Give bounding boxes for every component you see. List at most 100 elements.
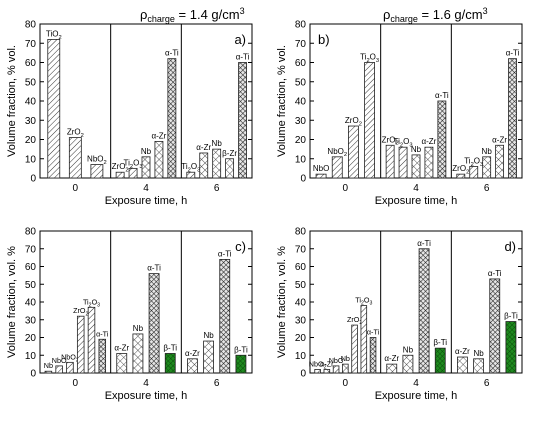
y-tick-label: 50 xyxy=(295,280,307,291)
bar xyxy=(203,340,214,374)
y-tick-label: 30 xyxy=(25,315,37,326)
y-tick-label: 20 xyxy=(295,135,307,146)
y-tick-label: 10 xyxy=(25,154,37,165)
bar-label: α-Zr xyxy=(196,143,211,152)
bar-label: Ti2O3 xyxy=(394,137,413,148)
y-tick-label: 30 xyxy=(295,116,307,127)
bar-label: α-Zr xyxy=(320,359,334,368)
bar xyxy=(385,144,395,179)
bar-label: Nb xyxy=(403,345,414,354)
bar xyxy=(434,347,446,374)
bar-label: NbO2 xyxy=(87,155,107,166)
bar-label: α-Ti xyxy=(96,329,109,338)
y-tick-label: 40 xyxy=(25,298,37,309)
bar xyxy=(132,333,144,374)
bar xyxy=(398,146,408,179)
bar-label: α-Zr xyxy=(455,347,470,356)
bar xyxy=(116,353,128,374)
y-tick-label: 40 xyxy=(295,298,307,309)
y-axis-title: Volume fraction, % vol. xyxy=(276,45,288,157)
y-tick-label: 60 xyxy=(295,262,307,273)
bar-label: Ti2O3 xyxy=(83,297,100,308)
panel-label: d) xyxy=(504,239,516,254)
y-tick-label: 0 xyxy=(30,174,36,185)
bar xyxy=(348,125,359,179)
y-tick-label: 50 xyxy=(295,77,307,88)
y-tick-label: 10 xyxy=(25,351,37,362)
bar xyxy=(186,171,196,179)
bar-label: α-Ti xyxy=(236,53,250,62)
bar-label: TiO2 xyxy=(46,29,62,40)
bar-label: ZrO2 xyxy=(112,162,129,173)
bar-label: Ti2O3 xyxy=(124,158,143,169)
bar-label: Ti2O3 xyxy=(181,162,200,173)
bar-label: Nb xyxy=(44,361,53,370)
y-tick-label: 70 xyxy=(295,39,307,50)
x-axis-title: Exposure time, h xyxy=(375,390,458,402)
bar-label: β-Ti xyxy=(163,343,177,352)
bar xyxy=(68,137,82,179)
bar-label: ZrO2 xyxy=(345,116,362,127)
panel-label: a) xyxy=(234,32,246,47)
bar xyxy=(167,58,177,179)
x-tick-label: 4 xyxy=(143,378,149,389)
bar-label: α-Zr xyxy=(384,354,399,363)
bar-label: Nb xyxy=(473,349,484,358)
y-tick-label: 10 xyxy=(295,351,307,362)
bar-label: α-Zr xyxy=(422,137,437,146)
bar-label: α-Ti xyxy=(165,49,179,58)
bar-label: α-Zr xyxy=(152,131,167,140)
y-tick-label: 70 xyxy=(25,244,37,255)
bar xyxy=(342,363,349,374)
y-tick-label: 50 xyxy=(25,77,37,88)
y-tick-label: 80 xyxy=(295,20,307,31)
bar-label: α-Zr xyxy=(114,343,129,352)
bar xyxy=(98,338,107,374)
bar-label: NbO2 xyxy=(327,147,347,158)
header-left: ρcharge = 1.4 g/cm3 xyxy=(140,6,245,24)
bar-label: NbO xyxy=(313,164,329,173)
bar-label: β-Ti xyxy=(433,338,447,347)
x-tick-label: 6 xyxy=(484,183,490,194)
bar xyxy=(187,358,198,374)
bar-label: NbO xyxy=(52,356,67,365)
bar-label: α-Zr xyxy=(185,349,200,358)
bar-label: Nb xyxy=(212,139,223,148)
y-tick-label: 70 xyxy=(25,39,37,50)
x-tick-label: 0 xyxy=(343,183,349,194)
y-tick-label: 30 xyxy=(25,116,37,127)
bar xyxy=(199,152,209,179)
bar-label: Nb xyxy=(133,324,144,333)
y-tick-label: 20 xyxy=(295,333,307,344)
bar-label: β-Ti xyxy=(234,345,248,354)
bar-label: ZrO2 xyxy=(67,128,84,139)
panel-label: c) xyxy=(235,239,246,254)
bar xyxy=(364,62,375,179)
bar xyxy=(238,62,247,179)
bar xyxy=(369,337,377,374)
bar xyxy=(76,315,85,374)
bar xyxy=(235,354,247,374)
bar-label: ZrO2 xyxy=(73,306,88,317)
bar xyxy=(508,58,517,179)
bar xyxy=(323,369,331,374)
y-tick-label: 20 xyxy=(25,333,37,344)
y-tick-label: 20 xyxy=(25,135,37,146)
x-tick-label: 0 xyxy=(73,183,79,194)
y-tick-label: 0 xyxy=(300,369,306,380)
y-tick-label: 10 xyxy=(295,154,307,165)
bar-label: α-Ti xyxy=(218,249,232,258)
x-tick-label: 6 xyxy=(214,378,220,389)
bar xyxy=(457,356,468,374)
bar xyxy=(386,363,398,374)
y-tick-label: 50 xyxy=(25,280,37,291)
bar xyxy=(219,258,231,374)
x-tick-label: 0 xyxy=(73,378,79,389)
bar xyxy=(360,305,368,374)
bar-label: Nb xyxy=(341,354,350,363)
bar xyxy=(482,156,492,179)
